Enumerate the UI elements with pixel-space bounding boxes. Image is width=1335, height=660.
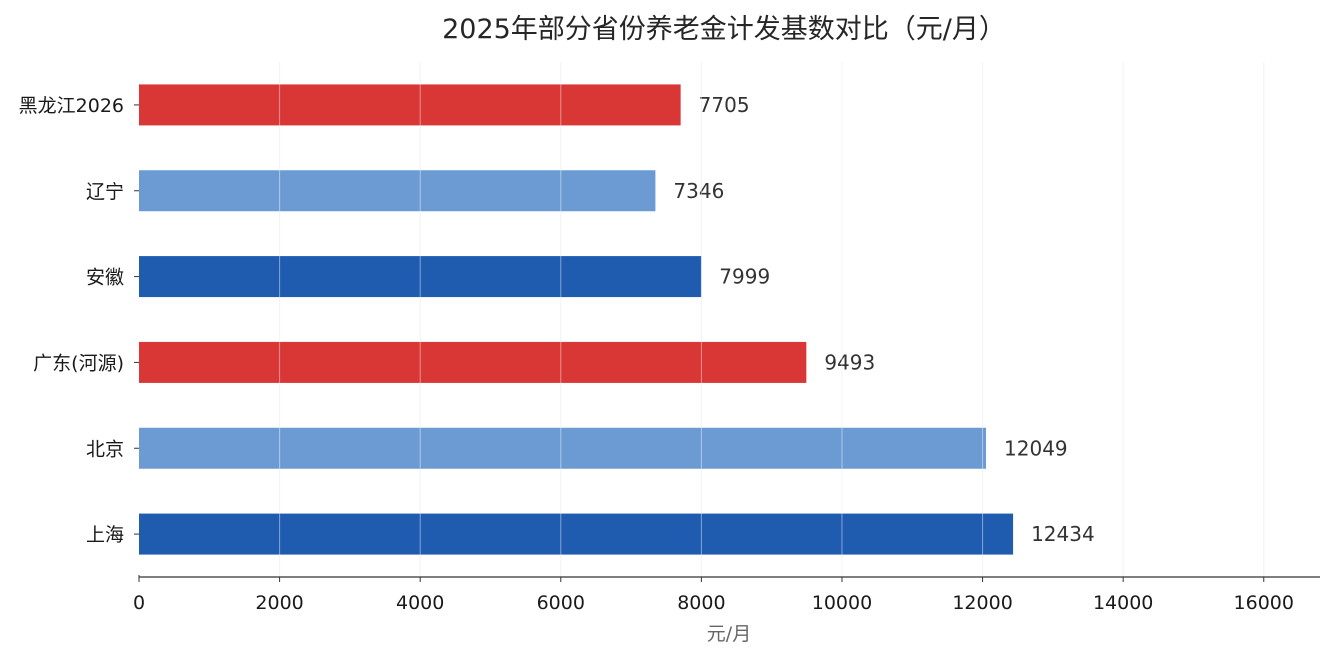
data-label: 9493 <box>824 350 875 374</box>
y-tick-label: 广东(河源) <box>33 352 124 374</box>
bar <box>139 170 656 212</box>
x-tick-label: 0 <box>133 592 145 614</box>
y-tick-label: 辽宁 <box>86 181 124 203</box>
x-tick-label: 2000 <box>255 592 303 614</box>
data-label: 7346 <box>673 179 724 203</box>
x-tick-label: 4000 <box>396 592 444 614</box>
gridlines <box>279 62 1265 577</box>
y-tick-label: 北京 <box>86 438 124 460</box>
data-label: 7705 <box>699 93 750 117</box>
data-label: 12049 <box>1004 436 1068 460</box>
bar <box>139 513 1014 555</box>
y-tick-label: 上海 <box>86 524 124 546</box>
bar <box>139 84 681 126</box>
x-tick-label: 6000 <box>537 592 585 614</box>
x-tick-label: 12000 <box>952 592 1012 614</box>
bar <box>139 341 807 383</box>
x-tick-label: 16000 <box>1234 592 1294 614</box>
x-tick-label: 8000 <box>677 592 725 614</box>
x-axis: 0 2000 4000 6000 8000 10000 12000 14000 16000 <box>133 576 1320 614</box>
x-axis-title: 元/月 <box>707 623 751 645</box>
bars: 7705 7346 7999 9493 12049 12434 <box>139 62 1265 577</box>
bar <box>139 427 987 469</box>
x-tick-label: 10000 <box>812 592 872 614</box>
x-tick-label: 14000 <box>1093 592 1153 614</box>
bar <box>139 256 702 298</box>
chart-title: 2025年部分省份养老金计发基数对比（元/月） <box>442 14 1006 45</box>
data-label: 7999 <box>719 265 770 289</box>
data-label: 12434 <box>1031 522 1095 546</box>
y-tick-label: 安徽 <box>86 267 124 289</box>
y-tick-label: 黑龙江2026 <box>19 95 124 117</box>
